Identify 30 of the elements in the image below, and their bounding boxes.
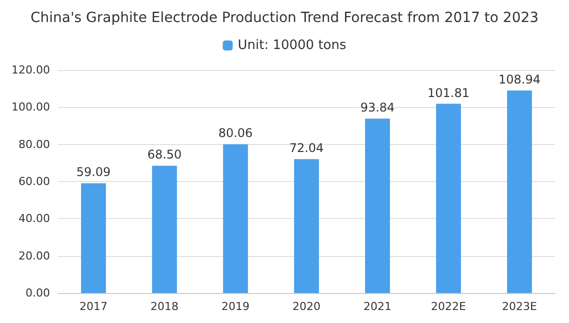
bar — [223, 144, 248, 293]
x-tick-label: 2018 — [150, 300, 178, 313]
y-tick-label: 0.00 — [26, 286, 50, 300]
bar — [294, 159, 319, 293]
y-tick-label: 20.00 — [18, 249, 50, 262]
x-tick-label: 2017 — [80, 300, 108, 313]
legend-label: Unit: 10000 tons — [238, 38, 346, 53]
bar — [507, 90, 532, 293]
data-label: 80.06 — [218, 126, 253, 140]
y-tick-label: 40.00 — [18, 212, 50, 226]
chart-title: China's Graphite Electrode Production Trend Forecast from 2017 to 2023 — [30, 10, 539, 26]
x-tick-label: 2023E — [502, 300, 538, 313]
x-tick-label: 2022E — [431, 300, 466, 313]
y-tick-label: 60.00 — [18, 175, 50, 188]
x-tick-label: 2021 — [364, 300, 392, 313]
bar — [81, 183, 106, 293]
data-label: 72.04 — [289, 141, 324, 156]
data-label: 68.50 — [147, 148, 182, 162]
bar — [152, 166, 177, 293]
x-tick-label: 2020 — [292, 300, 320, 313]
data-label: 59.09 — [76, 165, 111, 180]
bar — [365, 118, 390, 293]
y-tick-label: 80.00 — [18, 138, 50, 151]
y-tick-label: 100.00 — [12, 100, 50, 114]
x-tick-label: 2019 — [222, 300, 250, 313]
data-label: 101.81 — [428, 86, 470, 100]
y-tick-label: 120.00 — [12, 64, 50, 76]
bar — [436, 104, 461, 293]
data-label: 108.94 — [498, 72, 540, 87]
data-label: 93.84 — [360, 100, 395, 115]
